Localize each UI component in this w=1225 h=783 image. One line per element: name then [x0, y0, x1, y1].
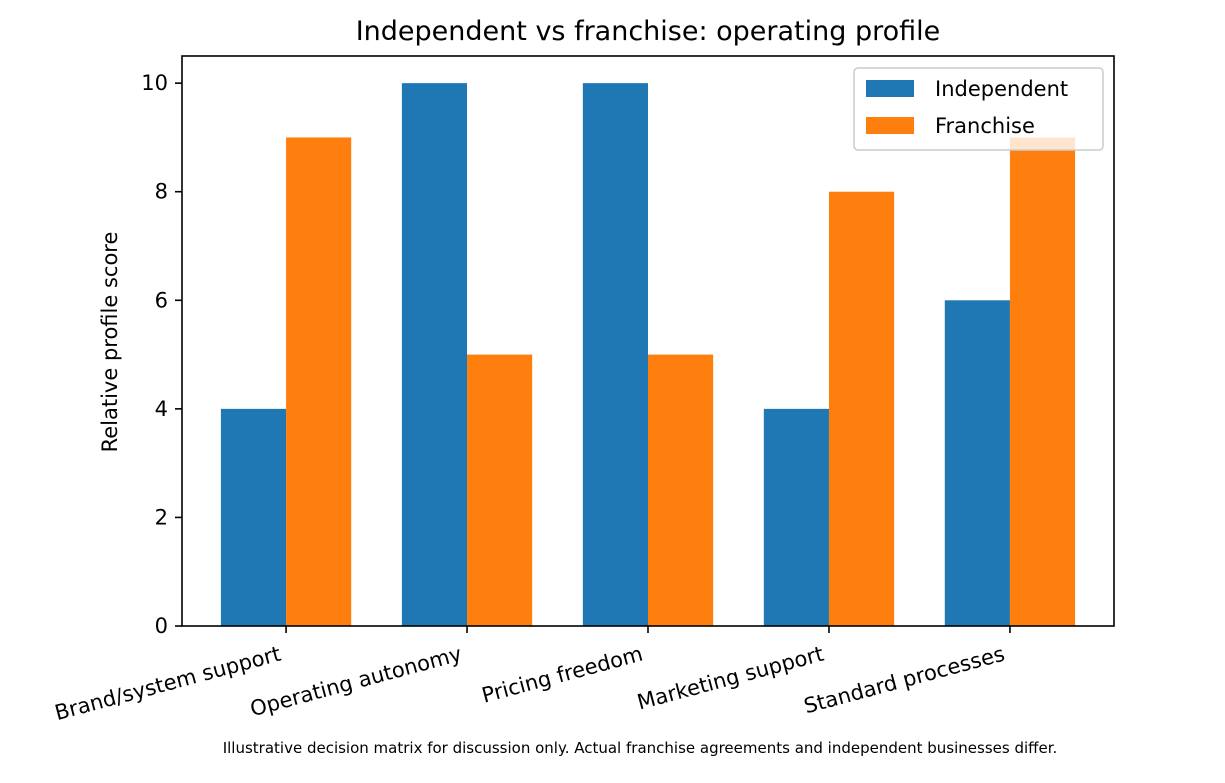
chart-title: Independent vs franchise: operating prof…	[356, 16, 941, 47]
y-tick-label: 8	[155, 180, 168, 204]
y-axis-ticks: 0 2 4 6 8 10	[141, 71, 182, 638]
x-tick-label-brand-system-support: Brand/system support	[52, 642, 283, 725]
legend-box	[853, 67, 1104, 151]
bar-independent-standard-processes	[944, 300, 1010, 626]
bar-independent-operating-autonomy	[401, 83, 468, 626]
bar-franchise-pricing-freedom	[648, 354, 714, 626]
y-tick-label: 6	[155, 288, 168, 312]
y-tick-label: 0	[155, 614, 168, 638]
legend: Independent Franchise	[853, 67, 1104, 151]
x-tick-label-marketing-support: Marketing support	[635, 642, 827, 715]
legend-swatch-independent	[866, 80, 914, 97]
bar-independent-brand-system-support	[220, 408, 287, 626]
y-tick-label: 10	[141, 71, 168, 95]
x-tick-label-standard-processes: Standard processes	[801, 642, 1007, 719]
y-tick-label: 2	[155, 505, 168, 529]
plot-frame	[181, 55, 1115, 627]
bar-franchise-marketing-support	[828, 191, 895, 626]
bar-franchise-standard-processes	[1009, 137, 1076, 626]
y-axis-label: Relative profile score	[98, 232, 122, 453]
x-tick-label-pricing-freedom: Pricing freedom	[479, 642, 645, 708]
y-tick-label: 4	[155, 397, 168, 421]
bar-franchise-operating-autonomy	[467, 354, 533, 626]
bar-franchise-brand-system-support	[286, 137, 352, 626]
bar-independent-pricing-freedom	[582, 83, 648, 626]
bar-independent-marketing-support	[763, 408, 829, 626]
legend-label-franchise: Franchise	[935, 114, 1035, 138]
legend-label-independent: Independent	[935, 77, 1068, 101]
bars-group	[220, 83, 1076, 626]
legend-swatch-franchise	[866, 117, 914, 134]
footnote: Illustrative decision matrix for discuss…	[222, 739, 1058, 757]
